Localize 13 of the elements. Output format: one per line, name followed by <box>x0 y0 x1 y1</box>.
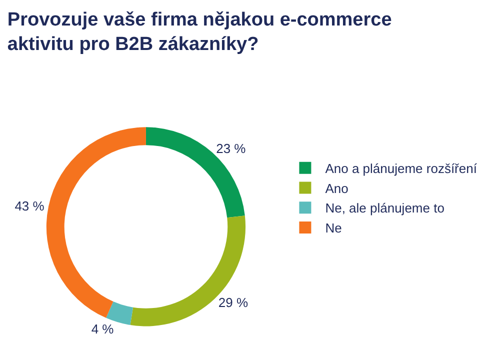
data-label: 43 % <box>14 198 45 214</box>
chart-title: Provozuje vaše firma nějakou e-commerce aktivitu pro B2B zákazníky? <box>7 9 392 56</box>
donut-slice <box>106 302 134 326</box>
donut-slice <box>130 216 246 326</box>
data-label: 23 % <box>216 140 246 156</box>
legend-label: Ne, ale plánujeme to <box>325 200 444 216</box>
legend-label: Ano <box>325 180 348 196</box>
legend-label: Ano a plánujeme rozšíření <box>325 160 478 176</box>
data-label: 4 % <box>91 322 114 337</box>
donut-slice <box>46 127 146 318</box>
donut-slice <box>146 127 245 218</box>
data-label: 29 % <box>218 295 248 310</box>
legend-label: Ne <box>325 220 342 236</box>
